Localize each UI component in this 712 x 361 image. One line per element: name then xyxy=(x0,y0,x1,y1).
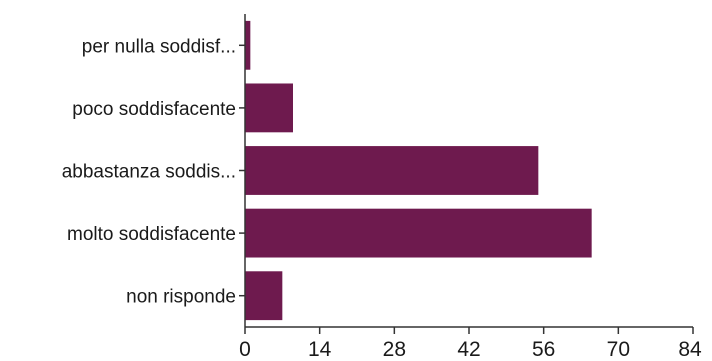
x-tick-label-3: 42 xyxy=(457,338,480,361)
x-tick-label-2: 28 xyxy=(383,338,406,361)
bar-3 xyxy=(245,208,592,258)
category-labels-group: per nulla soddisf... poco soddisfacente ab… xyxy=(62,36,245,308)
x-tick-label-1: 14 xyxy=(308,338,332,361)
bar-4 xyxy=(245,271,283,321)
bar-0 xyxy=(245,20,251,70)
category-label-2: abbastanza soddis... xyxy=(62,162,236,183)
bars-group xyxy=(245,20,592,321)
x-tick-label-5: 70 xyxy=(607,338,630,361)
x-ticks-group: 0 14 28 42 56 70 84 xyxy=(239,327,702,361)
category-label-1: poco soddisfacente xyxy=(72,99,236,120)
x-tick-label-4: 56 xyxy=(532,338,555,361)
x-tick-label-6: 84 xyxy=(678,338,702,361)
bar-2 xyxy=(245,146,539,195)
category-label-3: molto soddisfacente xyxy=(67,224,236,245)
category-label-4: non risponde xyxy=(126,287,236,308)
x-tick-label-0: 0 xyxy=(239,338,251,361)
category-label-0: per nulla soddisf... xyxy=(82,36,236,57)
bar-1 xyxy=(245,83,293,133)
